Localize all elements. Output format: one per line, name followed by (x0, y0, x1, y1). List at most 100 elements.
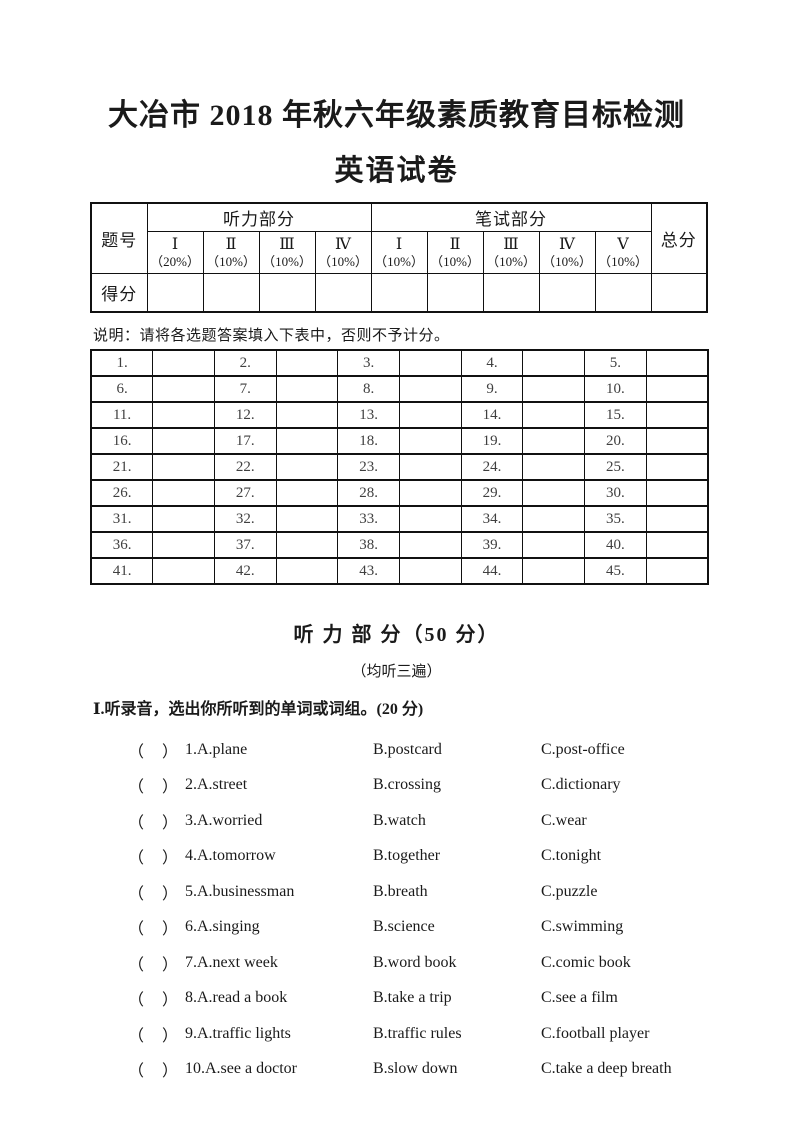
answer-bracket: （） (128, 1057, 178, 1081)
answer-bracket: （） (128, 1022, 178, 1046)
answer-number-cell: 20. (584, 427, 647, 455)
score-cell-blank (538, 273, 596, 313)
answer-number-cell: 5. (584, 349, 647, 377)
answer-number-cell: 23. (337, 453, 400, 481)
option-a-text: A.read a book (197, 989, 288, 1007)
option-b: B.breath (373, 882, 428, 900)
answer-blank-cell (645, 401, 709, 429)
score-cell-blank (258, 273, 316, 313)
answer-number-cell: 13. (337, 401, 400, 429)
answer-blank-cell (152, 531, 215, 559)
answer-blank-cell (275, 453, 339, 481)
answer-grid-row: 6. 7. 8. 9. 10. (90, 375, 709, 403)
bracket-open: （ (128, 779, 145, 797)
answer-number-cell: 43. (337, 557, 400, 585)
answer-blank-cell (275, 531, 339, 559)
option-c: C.wear (541, 811, 587, 829)
question-row-7: （） 7.A.next week B.word book C.comic boo… (128, 945, 793, 981)
listening-subnote: （均听三遍） (351, 664, 442, 680)
answer-number-cell: 2. (213, 349, 277, 377)
option-a: 6.A.singing (185, 918, 373, 936)
question-number: 4. (185, 847, 197, 865)
score-table-col-written-3: Ⅲ （10%） (482, 231, 540, 274)
bracket-close: ） (161, 1063, 178, 1081)
answer-grid-row: 16. 17. 18. 19. 20. (90, 427, 709, 455)
answer-blank-cell (522, 401, 585, 429)
answer-number-cell: 37. (213, 531, 277, 559)
answer-blank-cell (398, 531, 462, 559)
option-c: C.see a film (541, 989, 618, 1007)
score-cell-blank (426, 273, 484, 313)
answer-number-cell: 39. (460, 531, 524, 559)
answer-bracket: （） (128, 773, 178, 797)
bracket-close: ） (161, 779, 178, 797)
answer-blank-cell (275, 505, 339, 533)
answer-number-cell: 25. (584, 453, 647, 481)
question-number: 6. (185, 918, 197, 936)
bracket-close: ） (161, 850, 178, 868)
answer-number-cell: 3. (337, 349, 400, 377)
answer-grid-row: 21. 22. 23. 24. 25. (90, 453, 709, 481)
question-list: （） 1.A.plane B.postcard C.post-office （）… (128, 732, 793, 1087)
option-a: 5.A.businessman (185, 883, 373, 901)
answer-blank-cell (152, 401, 215, 429)
answer-number-cell: 21. (90, 453, 154, 481)
score-cell-blank (314, 273, 372, 313)
answer-number-cell: 42. (213, 557, 277, 585)
score-table-col-listening-2: Ⅱ （10%） (202, 231, 260, 274)
column-numeral: Ⅱ (225, 236, 237, 253)
score-cell-blank (202, 273, 260, 313)
column-numeral: Ⅰ (171, 236, 179, 253)
answer-blank-cell (645, 479, 709, 507)
column-numeral: Ⅱ (449, 236, 461, 253)
question-row-9: （） 9.A.traffic lights B.traffic rules C.… (128, 1016, 793, 1052)
score-table-col-written-4: Ⅳ （10%） (538, 231, 596, 274)
column-percent: （20%） (150, 254, 200, 269)
question-row-1: （） 1.A.plane B.postcard C.post-office (128, 732, 793, 768)
answer-number-cell: 1. (90, 349, 154, 377)
question-number: 9. (185, 1024, 197, 1042)
answer-blank-cell (522, 427, 585, 455)
answer-blank-cell (522, 505, 585, 533)
bracket-open: （ (128, 743, 145, 761)
option-c: C.football player (541, 1024, 650, 1042)
answer-number-cell: 15. (584, 401, 647, 429)
answer-sheet-instruction: 说明：请将各选题答案填入下表中，否则不予计分。 (93, 328, 450, 344)
option-b: B.take a trip (373, 989, 452, 1007)
bracket-open: （ (128, 850, 145, 868)
option-c: C.swimming (541, 918, 624, 936)
question-row-6: （） 6.A.singing B.science C.swimming (128, 910, 793, 946)
bracket-open: （ (128, 956, 145, 974)
answer-number-cell: 30. (584, 479, 647, 507)
answer-blank-cell (398, 427, 462, 455)
bracket-open: （ (128, 921, 145, 939)
answer-bracket: （） (128, 986, 178, 1010)
bracket-close: ） (161, 885, 178, 903)
answer-blank-cell (645, 349, 709, 377)
part1-title: Ⅰ.听录音，选出你所听到的单词或词组。(20 分) (93, 701, 424, 718)
page-subtitle: 英语试卷 (334, 155, 459, 187)
score-table-col-written-2: Ⅱ （10%） (426, 231, 484, 274)
option-a-text: A.tomorrow (197, 847, 276, 865)
option-a-text: A.street (197, 776, 248, 794)
answer-grid-row: 31. 32. 33. 34. 35. (90, 505, 709, 533)
answer-blank-cell (152, 375, 215, 403)
column-percent: （10%） (598, 254, 648, 269)
option-a: 7.A.next week (185, 954, 373, 972)
bracket-close: ） (161, 956, 178, 974)
bracket-open: （ (128, 1063, 145, 1081)
answer-number-cell: 33. (337, 505, 400, 533)
option-c: C.tonight (541, 847, 602, 865)
column-numeral: Ⅳ (335, 236, 351, 253)
listening-section-heading: 听 力 部 分（50 分） (293, 624, 500, 646)
column-numeral: Ⅳ (559, 236, 575, 253)
answer-blank-cell (152, 557, 215, 585)
answer-grid-row: 36. 37. 38. 39. 40. (90, 531, 709, 559)
answer-blank-cell (645, 557, 709, 585)
score-table-col-written-5: Ⅴ （10%） (594, 231, 652, 274)
question-number: 10. (185, 1060, 205, 1078)
option-a: 1.A.plane (185, 741, 373, 759)
score-table-col-listening-3: Ⅲ （10%） (258, 231, 316, 274)
option-a-text: A.businessman (197, 882, 295, 900)
option-a: 10.A.see a doctor (185, 1060, 373, 1078)
